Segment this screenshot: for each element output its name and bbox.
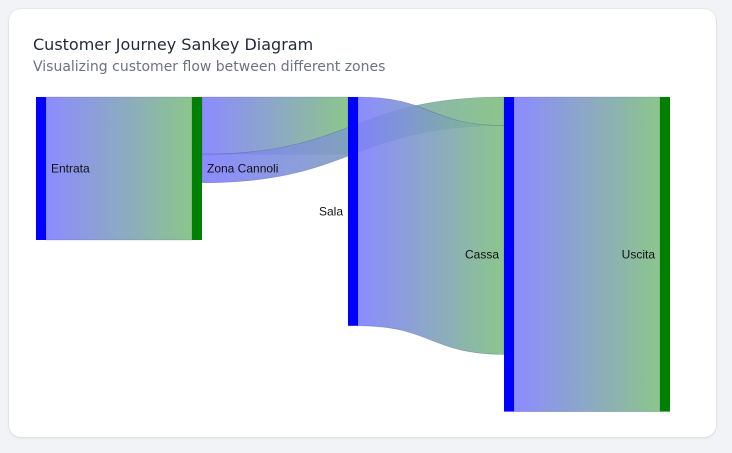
nodes-layer bbox=[36, 97, 670, 412]
link-sala-to-cassa bbox=[357, 96, 505, 355]
node-label-cassa: Cassa bbox=[465, 247, 499, 261]
node-cassa bbox=[504, 97, 514, 412]
chart-title: Customer Journey Sankey Diagram bbox=[33, 35, 314, 54]
node-label-sala: Sala bbox=[319, 204, 343, 218]
node-uscita bbox=[660, 97, 670, 412]
node-entrata bbox=[36, 97, 46, 240]
node-label-zona-cannoli: Zona Cannoli bbox=[207, 162, 278, 176]
node-label-uscita: Uscita bbox=[622, 247, 656, 261]
labels-layer: Entrata Zona Cannoli Sala Cassa Uscita bbox=[51, 162, 655, 262]
node-label-entrata: Entrata bbox=[51, 162, 90, 176]
node-zona-cannoli bbox=[192, 97, 202, 240]
node-sala bbox=[348, 97, 358, 326]
chart-subtitle: Visualizing customer flow between differ… bbox=[33, 59, 386, 75]
